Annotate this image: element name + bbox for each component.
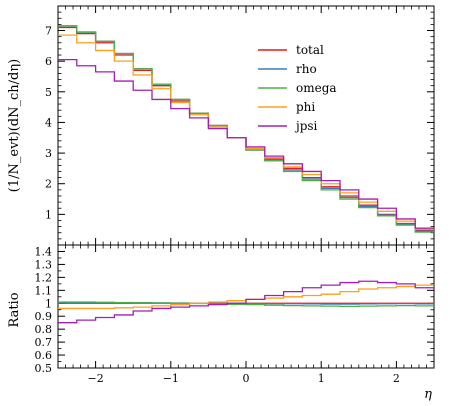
main-series-group: [58, 25, 434, 233]
ratio-y-ticks: 0.50.60.70.80.911.11.21.31.4: [35, 245, 434, 375]
legend-label-total: total: [296, 43, 324, 57]
ratio-y-tick-label: 0.6: [35, 349, 53, 362]
legend-label-rho: rho: [296, 62, 317, 76]
x-tick-label: 2: [393, 372, 400, 385]
ratio-y-tick-label: 0.5: [35, 362, 53, 375]
x-tick-label: 1: [318, 372, 325, 385]
ratio-y-tick-label: 0.9: [35, 310, 53, 323]
x-axis-label: η: [424, 387, 432, 402]
ratio-x-ticks: [57, 245, 435, 368]
ratio-line-omega: [58, 301, 434, 308]
main-panel: 1 2 3 4 5 6 7 (1/N_evt)(dN_ch/dη) total rho omeg…: [7, 5, 435, 246]
ratio-y-tick-label: 1: [45, 297, 52, 310]
ratio-y-tick-label: 1.4: [35, 245, 53, 258]
x-tick-labels: −2 −1 0 1 2: [87, 372, 399, 385]
ratio-line-jpsi: [58, 280, 434, 324]
x-tick-label: 0: [243, 372, 250, 385]
y-tick-label: 3: [45, 147, 52, 160]
ratio-y-tick-label: 1.2: [35, 271, 53, 284]
main-y-axis-label: (1/N_evt)(dN_ch/dη): [7, 59, 22, 192]
legend-label-phi: phi: [296, 100, 315, 114]
legend-label-omega: omega: [296, 81, 337, 95]
y-tick-label: 6: [45, 55, 52, 68]
series-line-jpsi: [58, 58, 434, 229]
y-tick-label: 1: [45, 208, 52, 221]
ratio-y-tick-label: 0.8: [35, 323, 53, 336]
y-tick-label: 2: [45, 178, 52, 191]
legend: total rho omega phi jpsi: [258, 43, 337, 133]
ratio-y-tick-label: 1.3: [35, 258, 53, 271]
ratio-y-axis-label: Ratio: [7, 292, 22, 327]
x-tick-label: −1: [163, 372, 179, 385]
ratio-y-tick-label: 0.7: [35, 336, 53, 349]
ratio-series-group: [58, 280, 434, 324]
ratio-y-tick-label: 1.1: [35, 284, 53, 297]
y-tick-label: 5: [45, 86, 52, 99]
legend-label-jpsi: jpsi: [294, 119, 318, 133]
y-tick-label: 4: [45, 116, 52, 129]
ratio-panel: 0.50.60.70.80.911.11.21.31.4 Ratio −2 −1 0…: [7, 244, 435, 402]
y-tick-label: 7: [45, 25, 52, 38]
x-tick-label: −2: [87, 372, 103, 385]
main-x-ticks: [57, 6, 435, 245]
